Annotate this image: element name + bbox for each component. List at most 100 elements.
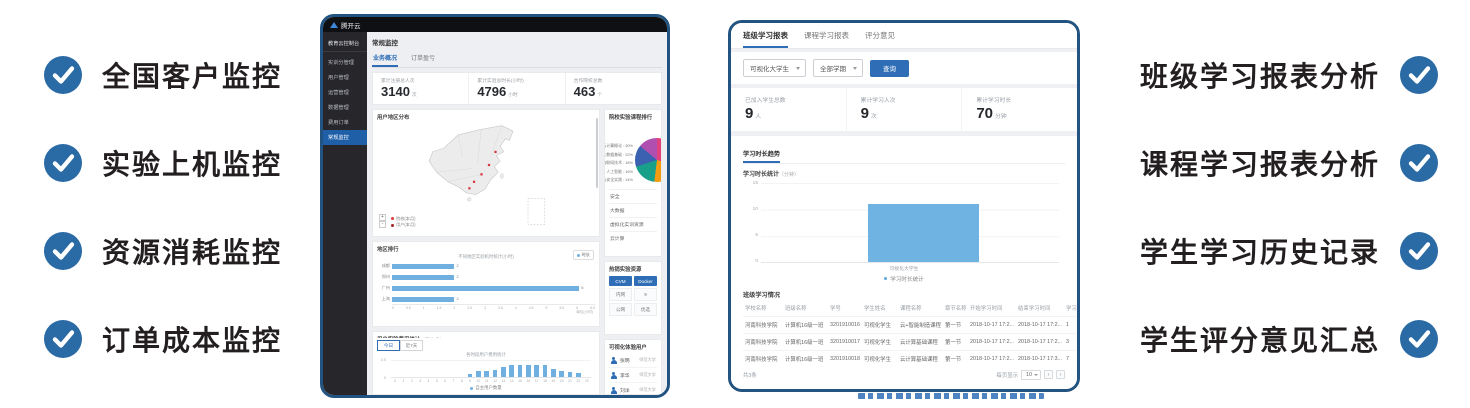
resource-button-cvm[interactable]: CVM	[609, 276, 632, 287]
trend-tab[interactable]: 学习时长趋势	[743, 149, 781, 163]
resource-cell[interactable]: 9	[634, 288, 657, 302]
toggle-week[interactable]: 近7天	[400, 340, 423, 352]
next-page-button[interactable]: ›	[1056, 370, 1065, 379]
trial-user-row: 李华 师范大学	[609, 367, 657, 382]
person-icon[interactable]	[610, 356, 617, 364]
y-tick: 0	[383, 376, 386, 380]
cost-panel-note: （单位:元）	[420, 337, 444, 338]
x-tick: 20	[559, 379, 564, 383]
duration-chart-note: （分钟）	[779, 171, 800, 178]
toggle-today[interactable]: 今日	[377, 340, 400, 352]
feature-label: 学生学习历史记录	[1139, 237, 1380, 268]
check-circle-icon	[1400, 232, 1438, 270]
table-row[interactable]: 河南科技学院 计算机16级一班 3201910018 可视化学生 云计算基础课程…	[743, 349, 1077, 367]
resource-cell[interactable]: 公网	[609, 303, 632, 317]
table-row[interactable]: 河南科技学院 计算机16级一班 3201910016 可视化学生 云+智能制造课…	[743, 315, 1077, 333]
map-legend: 院校(本月) 用户(本月)	[391, 216, 416, 229]
region-legend-chip[interactable]: 时长	[572, 250, 594, 261]
vbar	[567, 371, 573, 377]
feature-label: 订单成本监控	[102, 325, 283, 356]
check-circle-icon	[44, 320, 82, 358]
x-tick: 5.5	[559, 306, 565, 311]
table-header-cell: 学号	[830, 306, 841, 312]
map-scrollbar[interactable]	[595, 118, 598, 189]
region-bar-row: 郑州 2	[381, 274, 459, 280]
legend-dot	[391, 217, 394, 221]
cost-panel: 用户实验费用统计（单位:元） 今日 近7天 各时段用户费用统计	[372, 331, 600, 395]
cost-panel-title: 用户实验费用统计	[377, 337, 420, 338]
feature-label: 实验上机监控	[102, 149, 283, 180]
sidebar-item-active[interactable]: 常规监控	[323, 130, 367, 145]
tab-business-overview[interactable]: 业务概况	[372, 51, 399, 67]
resource-cell[interactable]: 优选	[634, 303, 657, 317]
stat-duration: 累计学习时长 70 分钟	[961, 88, 1077, 131]
term-select[interactable]: 全部学期	[813, 59, 863, 77]
tab-class-report[interactable]: 班级学习报表	[743, 30, 788, 48]
table-header-cell: 学习时长	[1066, 306, 1077, 312]
duration-y-axis: 15 10 5 0	[747, 181, 758, 264]
x-tick: 6	[444, 379, 447, 383]
cost-chart-plot	[391, 360, 591, 378]
sidebar-item[interactable]: 用户管理	[328, 75, 349, 81]
table-header-cell: 课程名称	[900, 306, 922, 312]
x-tick: 18	[543, 379, 547, 383]
tab-course-report[interactable]: 课程学习报表	[804, 31, 849, 40]
tab-feedback[interactable]: 评分意见	[865, 31, 895, 40]
feature-item: 学生评分意见汇总	[1140, 318, 1438, 360]
rank-list-item[interactable]: 云计算	[609, 231, 657, 245]
query-button[interactable]: 查询	[870, 59, 909, 77]
vbar	[484, 370, 490, 377]
zoom-in-button[interactable]: +	[379, 214, 386, 222]
region-bar-row: 上海 2	[381, 296, 459, 302]
x-tick: 17	[534, 379, 539, 383]
resource-button-docker[interactable]: Docker	[634, 276, 657, 287]
table-header-cell: 结束学习时间	[1018, 306, 1051, 312]
page-size-select[interactable]: 10	[1021, 369, 1041, 380]
person-icon[interactable]	[610, 386, 617, 394]
x-tick: 8	[460, 379, 463, 383]
region-x-axis: 0 0.5 1 1.5 2 2.5 3 3.5 4 4.5 5 5.5 6 6.5	[392, 304, 595, 310]
region-rank-panel: 地区排行 不同地区实验机时统计(小时) 时长 成都 2	[372, 241, 600, 328]
table-header-cell: 学生姓名	[864, 306, 886, 312]
cost-bars	[391, 360, 591, 377]
hbar	[392, 263, 455, 269]
hbar	[392, 274, 455, 280]
app1-logo-icon	[330, 21, 338, 28]
prev-page-button[interactable]: ‹	[1044, 370, 1053, 379]
pie-labels: 云计算概论 : 30% 大数据基础 : 22% 物联网技术 : 18%	[605, 143, 657, 183]
sidebar-item[interactable]: 运营管理	[328, 90, 349, 96]
y-tick: 0	[755, 258, 758, 264]
legend-dot	[391, 223, 394, 227]
check-circle-icon	[44, 56, 82, 94]
tab-order-profit[interactable]: 订单盈亏	[411, 56, 436, 62]
class-table-title: 班级学习情况	[743, 291, 781, 299]
sidebar-item[interactable]: 数据管理	[328, 105, 349, 111]
x-tick: 12	[493, 379, 497, 383]
person-icon[interactable]	[610, 371, 617, 379]
region-bars: 成都 2 郑州 2 广州 6 上海	[377, 261, 595, 304]
feature-label: 班级学习报表分析	[1139, 61, 1380, 92]
x-tick: 6	[576, 306, 579, 311]
page-size-label: 每页显示	[996, 372, 1018, 379]
resource-cell[interactable]: 内网	[609, 288, 632, 302]
x-tick: 5	[435, 379, 438, 383]
rank-list-item[interactable]: 安全	[609, 189, 657, 203]
zoom-out-button[interactable]: -	[379, 221, 386, 229]
check-circle-icon	[1400, 320, 1438, 358]
sidebar-item[interactable]: 实训分管理	[328, 60, 354, 66]
rank-list-item[interactable]: 大数据	[609, 203, 657, 217]
sidebar-item[interactable]: 费用订单	[328, 120, 349, 126]
map-panel: 用户地区分布	[372, 109, 600, 238]
x-tick: 0	[394, 379, 397, 383]
map-legend-item: 院校(本月)	[391, 216, 416, 222]
duration-legend: 学习时长统计	[743, 275, 1065, 283]
x-tick: 23	[584, 379, 589, 383]
rank-list-item[interactable]: 虚拟化实训资源	[609, 217, 657, 231]
table-row[interactable]: 河南科技学院 计算机16级一班 3201910017 可视化学生 云计算基础课程…	[743, 332, 1077, 350]
x-tick: 15	[518, 379, 522, 383]
filter-bar: 可视化大学生 全部学期 查询	[731, 52, 1077, 84]
class-select[interactable]: 可视化大学生	[743, 59, 806, 77]
